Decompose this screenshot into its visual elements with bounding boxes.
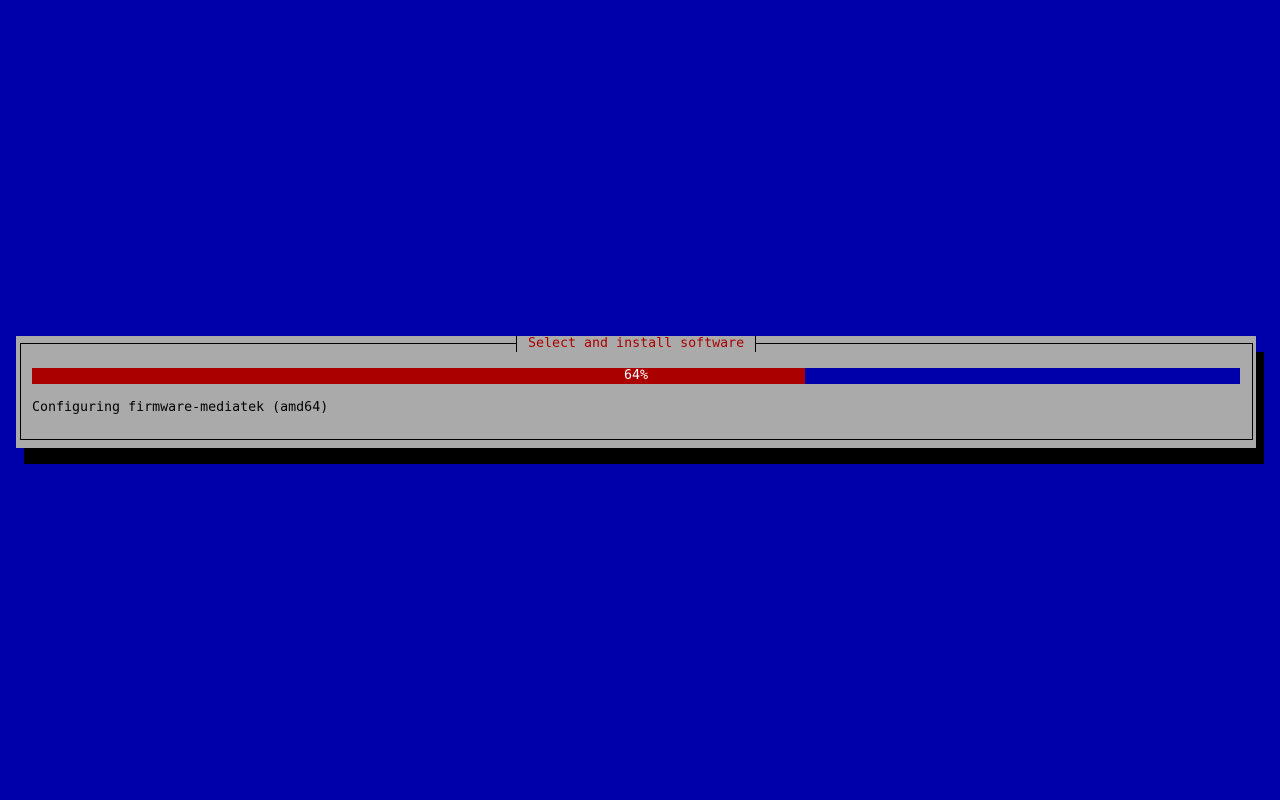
dialog-title: Select and install software xyxy=(516,336,757,352)
progress-fill xyxy=(32,368,806,384)
dialog-shadow xyxy=(1256,352,1264,448)
dialog-shadow xyxy=(24,448,1264,464)
dialog-frame xyxy=(20,343,1253,440)
status-text: Configuring firmware-mediatek (amd64) xyxy=(32,400,329,415)
progress-bar: 64% xyxy=(32,368,1240,384)
progress-label: 64% xyxy=(623,368,649,383)
progress-dialog: Select and install software 64% Configur… xyxy=(16,336,1256,448)
